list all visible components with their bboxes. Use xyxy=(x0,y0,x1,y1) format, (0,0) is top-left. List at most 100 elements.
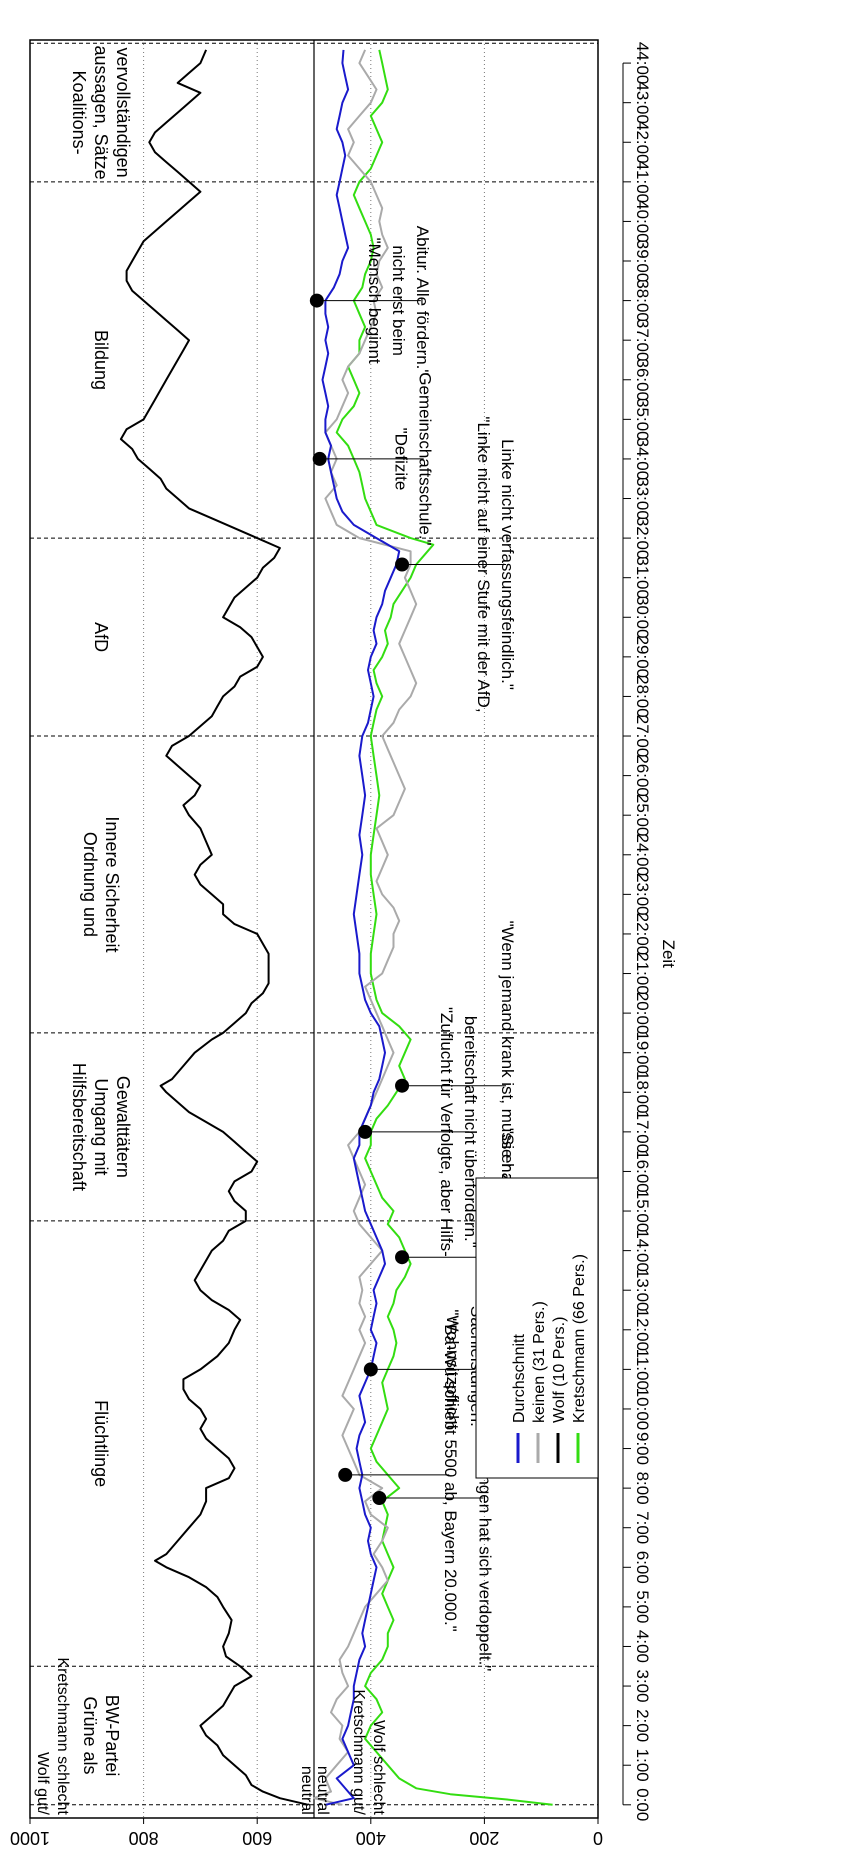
time-tick-label: 15:00 xyxy=(633,1190,652,1233)
time-tick-label: 14:00 xyxy=(633,1229,652,1272)
time-tick-label: 28:00 xyxy=(633,675,652,718)
time-tick-label: 1:00 xyxy=(633,1749,652,1782)
value-axis: 0 200 400 600 800 1000 xyxy=(10,1818,603,1848)
topic-label: Ordnung und xyxy=(80,832,100,937)
time-tick-label: 9:00 xyxy=(633,1432,652,1465)
annotation-quote: "Mensch beginnt xyxy=(365,238,384,364)
time-tick-label: 24:00 xyxy=(633,834,652,877)
annotation-quote: Linke nicht verfassungsfeindlich." xyxy=(498,439,517,690)
time-tick-label: 22:00 xyxy=(633,913,652,956)
annotation-quote: "Wenn jemand krank ist, muss er zum Arzt… xyxy=(498,921,517,1251)
time-tick-label: 32:00 xyxy=(633,517,652,560)
zone-label-neutral-upper: neutral xyxy=(298,1766,315,1815)
time-tick-label: 17:00 xyxy=(633,1111,652,1154)
annotation-quote: bereitschaft nicht überfordern." xyxy=(461,1016,480,1248)
time-tick-label: 10:00 xyxy=(633,1388,652,1431)
grid-lines xyxy=(143,40,485,1818)
time-tick-label: 33:00 xyxy=(633,477,652,520)
topic-label: BW-Partei xyxy=(102,1695,122,1777)
time-tick-label: 42:00 xyxy=(633,121,652,164)
series-line-3 xyxy=(321,49,401,1806)
series-layer xyxy=(119,49,553,1806)
time-tick-label: 23:00 xyxy=(633,873,652,916)
time-tick-label: 34:00 xyxy=(633,438,652,481)
annotation-quote: "Wohnsitzpflicht xyxy=(443,1309,462,1429)
zone-label-lower: Kretschmann gut/ xyxy=(350,1689,367,1815)
time-tick-label: 8:00 xyxy=(633,1472,652,1505)
topic-boundaries xyxy=(30,42,598,1806)
topic-label: Innere Sicherheit xyxy=(102,816,122,952)
zone-label-upper: Kretschmann schlecht xyxy=(54,1657,71,1815)
time-tick-label: 37:00 xyxy=(633,319,652,362)
legend: Kretschmann (66 Pers.)Wolf (10 Pers.)kei… xyxy=(475,1177,599,1479)
series-line-0 xyxy=(119,49,309,1806)
time-tick-label: 6:00 xyxy=(633,1551,652,1584)
topic-label: Gewalttätern xyxy=(113,1076,133,1178)
time-tick-label: 11:00 xyxy=(633,1349,652,1390)
annotation-marker xyxy=(372,1491,387,1506)
time-axis-title: Zeit xyxy=(659,940,678,969)
annotation-marker xyxy=(358,1124,373,1139)
annotation-marker xyxy=(312,451,327,466)
time-tick-label: 29:00 xyxy=(633,636,652,679)
topic-label: AfD xyxy=(91,622,111,652)
time-tick-label: 3:00 xyxy=(633,1670,652,1703)
time-tick-label: 12:00 xyxy=(633,1309,652,1352)
time-tick-label: 38:00 xyxy=(633,279,652,322)
time-tick-label: 18:00 xyxy=(633,1071,652,1114)
zone-label-neutral-lower: neutral xyxy=(314,1766,331,1815)
topic-label: Bildung xyxy=(91,330,111,390)
time-tick-label: 26:00 xyxy=(633,754,652,797)
value-tick-label: 1000 xyxy=(10,1828,50,1848)
time-tick-label: 20:00 xyxy=(633,992,652,1035)
legend-box xyxy=(475,1177,599,1479)
annotation-marker xyxy=(395,557,410,572)
value-tick-label: 400 xyxy=(356,1828,386,1848)
time-tick-label: 25:00 xyxy=(633,794,652,837)
annotation-quote: Abitur. Alle fördern." xyxy=(413,226,432,376)
annotation-marker xyxy=(395,1250,410,1265)
time-tick-label: 39:00 xyxy=(633,240,652,283)
time-tick-label: 36:00 xyxy=(633,358,652,401)
zone-label-upper: Wolf gut/ xyxy=(34,1752,51,1815)
zone-label-lower: Wolf schlecht xyxy=(370,1720,387,1815)
topic-label: Grüne als xyxy=(80,1697,100,1775)
time-tick-label: 7:00 xyxy=(633,1511,652,1544)
time-tick-label: 19:00 xyxy=(633,1031,652,1074)
topic-labels: Grüne als BW-Partei Flüchtlinge Hilfsbereit… xyxy=(69,46,133,1777)
annotation-marker xyxy=(338,1467,353,1482)
value-tick-label: 200 xyxy=(469,1828,499,1848)
annotation-quote: "Ba-Wü schiebt 5500 ab, Bayern 20.000." xyxy=(441,1318,460,1632)
time-tick-label: 44:00 xyxy=(633,42,652,85)
value-tick-label: 600 xyxy=(242,1828,272,1848)
time-tick-label: 40:00 xyxy=(633,200,652,243)
legend-label: keinen (31 Pers.) xyxy=(531,1301,548,1423)
time-tick-label: 0:00 xyxy=(633,1788,652,1821)
legend-label: Durchschnitt xyxy=(511,1334,528,1423)
topic-label: Koalitions- xyxy=(69,71,89,155)
series-line-2 xyxy=(313,49,418,1806)
time-tick-label: 5:00 xyxy=(633,1590,652,1623)
topic-label: vervollständigen xyxy=(113,48,133,178)
value-tick-label: 0 xyxy=(593,1828,603,1848)
time-tick-label: 2:00 xyxy=(633,1709,652,1742)
annotation-quote: nicht erst beim xyxy=(389,245,408,356)
time-axis: 0:00 1:00 2:00 3:00 4:00 5:00 6:00 7:00 8:00 9:00… xyxy=(622,42,678,1821)
time-tick-label: 41:00 xyxy=(633,161,652,204)
time-tick-label: 30:00 xyxy=(633,596,652,639)
time-tick-label: 31:00 xyxy=(633,556,652,599)
annotation-quote: Gemeinschaftsschule." xyxy=(416,372,435,545)
annotation-quote: "Linke nicht auf einer Stufe mit der AfD… xyxy=(474,416,493,712)
zone-labels: Wolf gut/Kretschmann schlecht neutral neut… xyxy=(34,1657,387,1815)
annotation-marker xyxy=(309,293,324,308)
value-tick-label: 800 xyxy=(129,1828,159,1848)
annotation-quote: "Zuflucht für Verfolgte, aber Hilfs- xyxy=(437,1007,456,1257)
time-tick-label: 27:00 xyxy=(633,715,652,758)
time-tick-label: 43:00 xyxy=(633,81,652,124)
time-tick-label: 16:00 xyxy=(633,1150,652,1193)
time-tick-label: 21:00 xyxy=(633,952,652,995)
legend-label: Wolf (10 Pers.) xyxy=(551,1317,568,1423)
time-tick-label: 35:00 xyxy=(633,398,652,441)
topic-label: Hilfsbereitschaft xyxy=(69,1063,89,1191)
